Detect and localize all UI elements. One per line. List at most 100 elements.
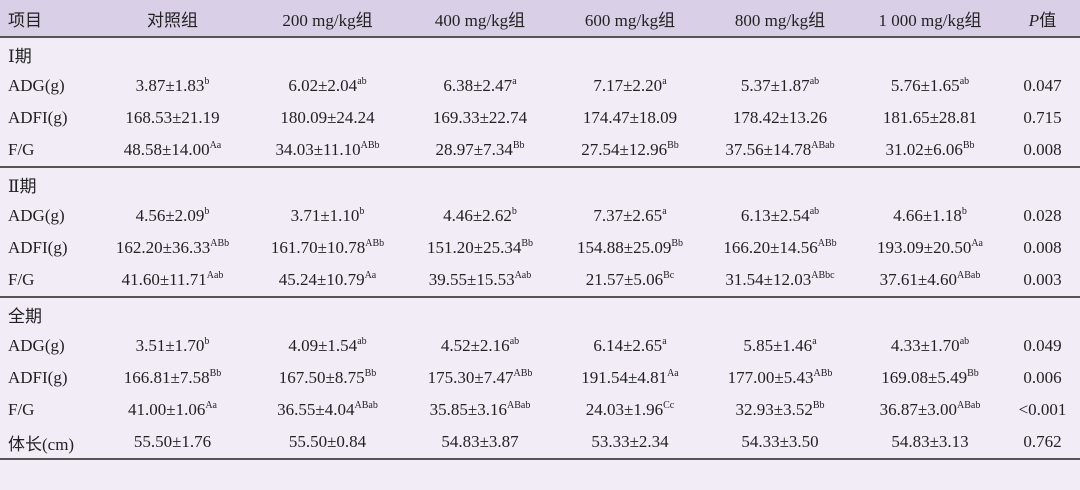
significance: Bb xyxy=(967,368,979,379)
value-cell: 169.33±22.74 xyxy=(405,102,555,134)
value-cell: 6.13±2.54ab xyxy=(705,200,855,232)
p-suffix: 值 xyxy=(1039,10,1057,30)
value-cell: 21.57±5.06Bc xyxy=(555,264,705,298)
mean-sd: 169.08±5.49 xyxy=(881,368,968,387)
mean-sd: 37.56±14.78 xyxy=(725,140,812,159)
value-cell: 48.58±14.00Aa xyxy=(95,134,250,168)
significance: ab xyxy=(357,336,367,347)
p-value: 0.003 xyxy=(1005,264,1080,298)
significance: ab xyxy=(357,76,367,87)
header-cell: 1 000 mg/kg组 xyxy=(855,0,1005,38)
significance: ABb xyxy=(210,238,230,249)
value-cell: 45.24±10.79Aa xyxy=(250,264,405,298)
value-cell: 4.52±2.16ab xyxy=(405,330,555,362)
mean-sd: 3.87±1.83 xyxy=(135,76,205,95)
value-cell: 5.76±1.65ab xyxy=(855,70,1005,102)
mean-sd: 45.24±10.79 xyxy=(278,270,365,289)
value-cell: 4.09±1.54ab xyxy=(250,330,405,362)
value-cell: 35.85±3.16ABab xyxy=(405,394,555,426)
mean-sd: 7.37±2.65 xyxy=(593,206,663,225)
mean-sd: 7.17±2.20 xyxy=(593,76,663,95)
section-row: Ⅰ期 xyxy=(0,37,1080,70)
value-cell: 3.71±1.10b xyxy=(250,200,405,232)
mean-sd: 53.33±2.34 xyxy=(591,432,669,451)
significance: b xyxy=(961,206,967,217)
mean-sd: 5.85±1.46 xyxy=(743,336,813,355)
significance: ABb xyxy=(813,368,833,379)
value-cell: 31.02±6.06Bb xyxy=(855,134,1005,168)
significance: Bb xyxy=(671,238,683,249)
mean-sd: 41.60±11.71 xyxy=(121,270,207,289)
section-title: Ⅱ期 xyxy=(8,176,37,196)
mean-sd: 24.03±1.96 xyxy=(585,400,664,419)
row-label: ADG(g) xyxy=(8,76,65,95)
significance: b xyxy=(204,336,210,347)
header-cell: 600 mg/kg组 xyxy=(555,0,705,38)
mean-sd: 31.02±6.06 xyxy=(885,140,963,159)
mean-sd: 55.50±1.76 xyxy=(133,432,212,451)
significance: Aa xyxy=(971,238,983,249)
data-row: ADFI(g) 168.53±21.19 180.09±24.24 169.33±22… xyxy=(0,102,1080,134)
value-cell: 4.33±1.70ab xyxy=(855,330,1005,362)
significance: b xyxy=(204,76,210,87)
significance: ABb xyxy=(513,368,533,379)
value-cell: 6.38±2.47a xyxy=(405,70,555,102)
mean-sd: 54.33±3.50 xyxy=(741,432,819,451)
p-value: 0.049 xyxy=(1023,336,1062,355)
value-cell: 162.20±36.33ABb xyxy=(95,232,250,264)
significance: Bb xyxy=(962,140,975,151)
value-cell: 161.70±10.78ABb xyxy=(250,232,405,264)
value-cell: 24.03±1.96Cc xyxy=(555,394,705,426)
row-label: 体长(cm) xyxy=(0,426,95,460)
mean-sd: 4.46±2.62 xyxy=(443,206,512,225)
value-cell: 181.65±28.81 xyxy=(855,102,1005,134)
row-label: ADG(g) xyxy=(8,336,65,355)
significance: Aab xyxy=(206,270,224,281)
p-value: 0.762 xyxy=(1005,426,1080,460)
mean-sd: 27.54±12.96 xyxy=(581,140,668,159)
data-row: ADG(g) 4.56±2.09b 3.71±1.10b 4.46±2.62b 7.37… xyxy=(0,200,1080,232)
value-cell: 151.20±25.34Bb xyxy=(405,232,555,264)
significance: Aa xyxy=(209,140,222,151)
significance: Bb xyxy=(812,400,825,411)
mean-sd: 21.57±5.06 xyxy=(585,270,664,289)
significance: Bc xyxy=(663,270,675,281)
mean-sd: 177.00±5.43 xyxy=(727,368,814,387)
mean-sd: 191.54±4.81 xyxy=(581,368,668,387)
p-value: 0.006 xyxy=(1023,368,1062,387)
mean-sd: 151.20±25.34 xyxy=(426,238,522,257)
mean-sd: 154.88±25.09 xyxy=(576,238,672,257)
mean-sd: 3.71±1.10 xyxy=(290,206,360,225)
value-cell: 175.30±7.47ABb xyxy=(405,362,555,394)
row-label: ADFI(g) xyxy=(8,368,68,387)
mean-sd: 167.50±8.75 xyxy=(278,368,365,387)
significance: Bb xyxy=(667,140,679,151)
value-cell: 41.00±1.06Aa xyxy=(95,394,250,426)
value-cell: 169.08±5.49Bb xyxy=(855,362,1005,394)
mean-sd: 4.66±1.18 xyxy=(893,206,962,225)
mean-sd: 162.20±36.33 xyxy=(115,238,211,257)
mean-sd: 166.81±7.58 xyxy=(123,368,210,387)
value-cell: 39.55±15.53Aab xyxy=(405,264,555,298)
value-cell: 54.33±3.50 xyxy=(705,426,855,460)
value-cell: 36.55±4.04ABab xyxy=(250,394,405,426)
mean-sd: 32.93±3.52 xyxy=(735,400,813,419)
row-label: ADFI(g) xyxy=(8,238,68,257)
data-row: F/G 48.58±14.00Aa 34.03±11.10ABb 28.97±7.34… xyxy=(0,134,1080,168)
mean-sd: 41.00±1.06 xyxy=(127,400,206,419)
value-cell: 41.60±11.71Aab xyxy=(95,264,250,298)
mean-sd: 5.76±1.65 xyxy=(890,76,960,95)
row-label: ADFI(g) xyxy=(8,108,68,127)
significance: ABab xyxy=(957,400,981,411)
mean-sd: 180.09±24.24 xyxy=(280,108,375,127)
value-cell: 4.46±2.62b xyxy=(405,200,555,232)
value-cell: 31.54±12.03ABbc xyxy=(705,264,855,298)
mean-sd: 6.38±2.47 xyxy=(443,76,513,95)
mean-sd: 48.58±14.00 xyxy=(123,140,210,159)
significance: ABbc xyxy=(811,270,835,281)
section-row: 全期 xyxy=(0,297,1080,330)
p-symbol: P xyxy=(1028,10,1040,30)
value-cell: 6.02±2.04ab xyxy=(250,70,405,102)
row-label: F/G xyxy=(0,264,95,298)
